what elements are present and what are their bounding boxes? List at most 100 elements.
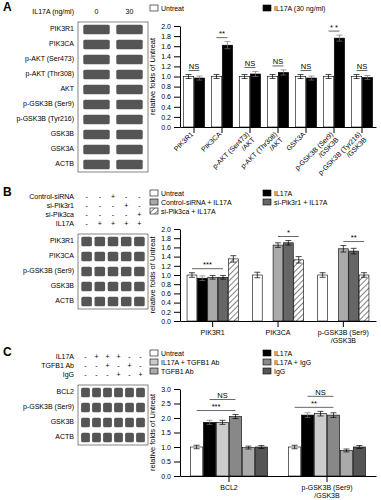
bar [239, 77, 249, 128]
tick-mark [174, 418, 180, 419]
significance-label: NS [301, 62, 311, 71]
tick-label: p-GSK3B (Ser9)/GSK3B [318, 329, 369, 344]
blot-lane-label: - [85, 220, 88, 227]
legend-swatch [150, 190, 158, 196]
legend-label: si-Pik3ca + IL17A [161, 208, 216, 215]
blot-lane-label: + [116, 353, 120, 360]
x-tick: p-GSK3B (Ser9)/GSK3B [293, 127, 340, 177]
tick-label: PIK3R1 [172, 130, 194, 152]
bar [273, 245, 283, 321]
bar [267, 77, 277, 128]
y-tick: 1.4 [161, 253, 180, 260]
blot-header-label: IL17A [56, 220, 75, 227]
blot-band [134, 252, 145, 262]
tick-label: 0.4 [161, 104, 171, 111]
blot-band [116, 130, 142, 140]
blot-row-label: GSK3B [51, 282, 75, 289]
blot-row-label: AKT [60, 85, 74, 92]
legend-swatch [150, 359, 158, 365]
legend: UntreatIL17AIL17A + TGFB1 AbIL17A + IgGT… [150, 350, 311, 376]
tick-label: 0.6 [161, 290, 171, 297]
blot-lane-label: - [139, 362, 142, 369]
panel-title: B [3, 185, 12, 199]
blot-header-label: TGFB1 Ab [41, 362, 74, 369]
bar [338, 249, 348, 321]
tick-label: 1.0 [161, 73, 171, 80]
blot-band [116, 160, 142, 170]
bar [283, 243, 293, 321]
blot-band [81, 418, 90, 428]
blot-lane-label: - [95, 371, 98, 378]
tick-mark [174, 284, 180, 285]
significance-label: NS [245, 59, 255, 68]
blot-band [83, 100, 109, 110]
blot-lane-label: - [138, 202, 141, 209]
blot-band [92, 418, 101, 428]
legend-swatch [150, 199, 158, 205]
bar [351, 77, 361, 128]
blot-band [114, 388, 123, 398]
blot-band [83, 25, 109, 35]
blot-lane-label: + [94, 353, 98, 360]
tick-mark [278, 127, 279, 133]
blot-lane-label: + [105, 362, 109, 369]
significance-label: * [287, 228, 290, 237]
bar [349, 251, 359, 321]
bar-chart: C0.00.51.01.52.02.53.0BCL2p-GSK3B (Ser9)… [3, 345, 377, 499]
tick-label: 1.0 [161, 272, 171, 279]
blot-lane-label: - [99, 211, 102, 218]
error-bar [285, 241, 291, 246]
significance-label: ** [351, 233, 357, 242]
bar [208, 277, 218, 321]
significance-label: NS [315, 388, 325, 397]
error-bar [296, 257, 302, 263]
legend-label: IL17A + TGFB1 Ab [161, 359, 220, 366]
blot-band [83, 70, 109, 80]
legend-label: Untreat [161, 190, 184, 197]
x-tick: PIK3R1 [201, 321, 225, 336]
legend-label: Untreat [161, 350, 184, 357]
legend-swatch [263, 5, 271, 11]
bar [288, 447, 300, 476]
bar [222, 45, 232, 127]
tick-mark [212, 321, 213, 327]
blot-band [108, 267, 119, 277]
bar [250, 74, 260, 127]
legend-swatch [263, 368, 271, 374]
blot-band [103, 388, 112, 398]
blot-lane-label: - [125, 211, 128, 218]
error-bar [214, 74, 220, 78]
blot-band [103, 433, 112, 443]
x-tick: p-GSK3B (Ser9)/GSK3B [318, 321, 369, 344]
legend-swatch [150, 5, 158, 11]
blot-row-label: p-GSK3B (Ser9) [23, 100, 74, 108]
annotations: ****** [192, 228, 364, 269]
tick-label: 1.4 [161, 253, 171, 260]
blot-lane-label: + [111, 193, 115, 200]
y-tick: 1.2 [161, 263, 180, 270]
error-bar [336, 35, 342, 41]
blot-lane-label: - [139, 353, 142, 360]
legend-swatch [263, 359, 271, 365]
tick-mark [327, 476, 328, 482]
error-bar [254, 272, 260, 278]
bar [295, 77, 305, 128]
blot-band [83, 40, 109, 50]
significance-label: NS [189, 62, 199, 71]
blot-lane-label: + [111, 220, 115, 227]
tick-label: 2.0 [161, 23, 171, 30]
blot-band [81, 267, 92, 277]
bar [301, 415, 313, 476]
legend-swatch [263, 199, 271, 205]
blot-lane-label: 0 [95, 8, 99, 15]
y-tick: 2.0 [161, 23, 180, 30]
blot-lane-label: - [95, 362, 98, 369]
bar [242, 448, 254, 476]
blot-band [134, 297, 145, 307]
tick-label: 3.0 [161, 386, 171, 393]
axis-line [180, 390, 181, 477]
blot-band [114, 418, 123, 428]
blot-band [121, 267, 132, 277]
panel-title: A [3, 0, 12, 14]
bar-chart: B0.00.20.40.60.81.01.21.41.61.82.0PIK3R1… [3, 185, 377, 344]
